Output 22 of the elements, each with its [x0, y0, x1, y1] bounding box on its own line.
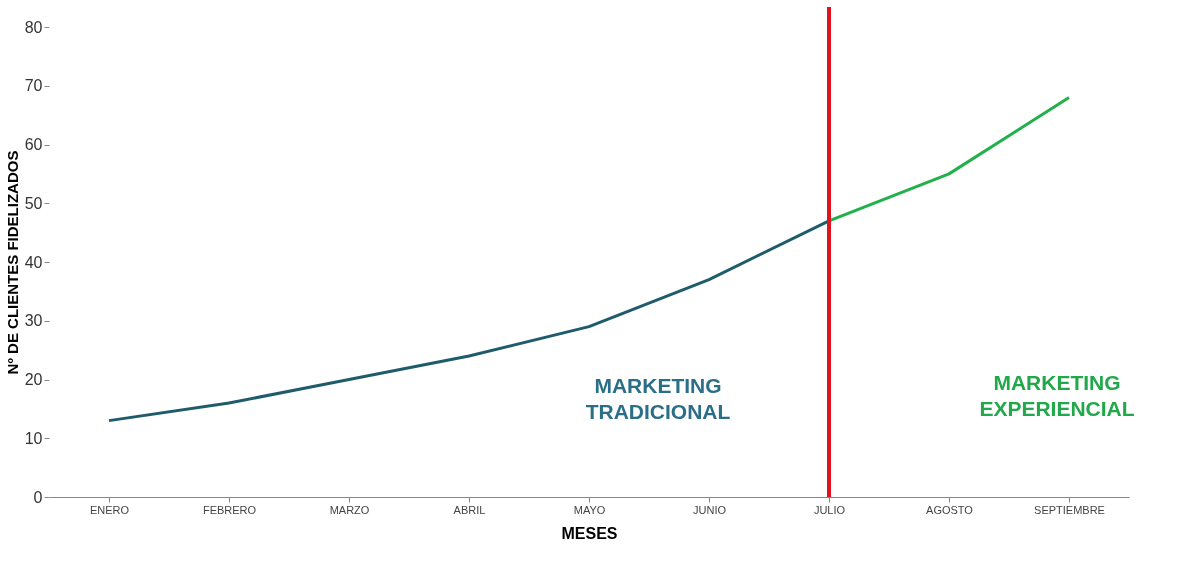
x-tick-label: JULIO: [813, 503, 846, 516]
y-tick-label: 70: [24, 77, 43, 95]
y-tick-label: 30: [24, 312, 43, 330]
y-tick-label: 10: [24, 429, 43, 447]
x-axis-title: MESES: [561, 524, 618, 542]
x-tick-label: AGOSTO: [926, 503, 974, 516]
x-tick-label: FEBRERO: [202, 503, 257, 516]
y-axis-title: Nº DE CLIENTES FIDELIZADOS: [3, 150, 21, 375]
x-tick-label: SEPTIEMBRE: [1034, 503, 1105, 516]
x-tick-label: MAYO: [573, 503, 606, 516]
y-tick-label: 50: [24, 194, 43, 212]
annotation: MARKETING TRADICIONAL: [585, 373, 731, 423]
y-tick-label: 80: [24, 18, 43, 36]
y-tick-label: 60: [24, 136, 43, 153]
x-tick-label: ENERO: [89, 503, 130, 516]
x-tick-label: MARZO: [329, 503, 370, 516]
y-tick-label: 20: [24, 371, 43, 388]
y-tick-label: 40: [24, 253, 43, 271]
annotation: MARKETING EXPERIENCIAL: [979, 370, 1135, 420]
x-tick-label: ABRIL: [453, 503, 486, 516]
y-tick-label: 0: [33, 488, 43, 506]
x-tick-label: JUNIO: [693, 503, 727, 516]
